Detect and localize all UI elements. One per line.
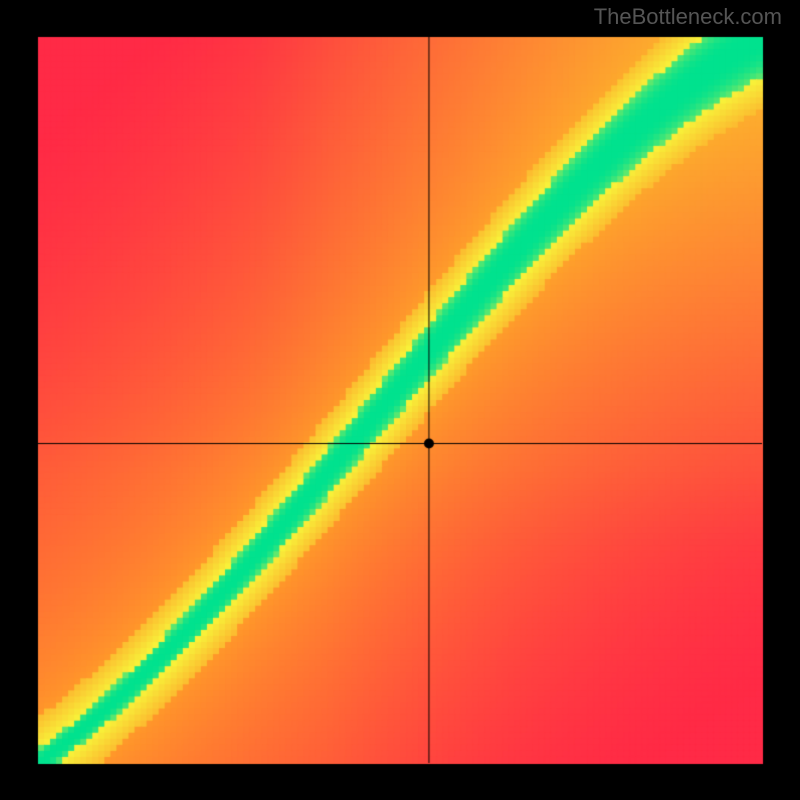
watermark-text: TheBottleneck.com xyxy=(594,4,782,30)
heatmap-canvas xyxy=(0,0,800,800)
chart-container: TheBottleneck.com xyxy=(0,0,800,800)
